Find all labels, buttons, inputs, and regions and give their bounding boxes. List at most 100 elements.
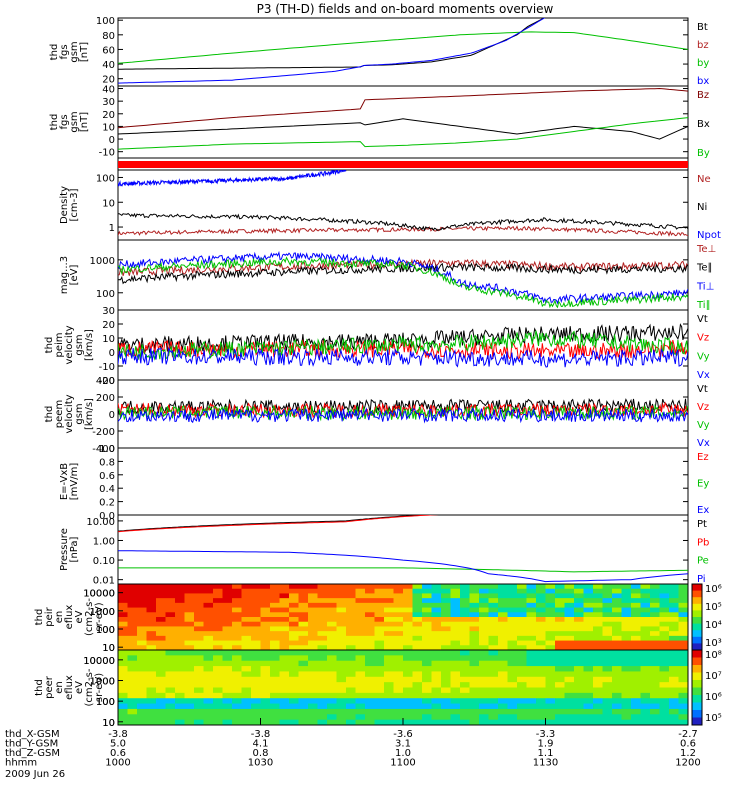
spectrogram-cell: [232, 703, 242, 710]
y-axis-label: gsm: [69, 41, 80, 62]
spectrogram-cell: [156, 650, 166, 656]
spectrogram-cell: [545, 708, 556, 715]
spectrogram-cell: [213, 617, 223, 623]
legend-entry: Ti⊥: [696, 281, 714, 292]
spectrogram-cell: [621, 708, 632, 715]
spectrogram-cell: [412, 660, 423, 667]
spectrogram-cell: [194, 692, 204, 699]
spectrogram-cell: [289, 626, 299, 632]
spectrogram-cell: [384, 692, 394, 699]
spectrogram-cell: [498, 607, 508, 613]
spectrogram-cell: [612, 631, 622, 637]
spectrogram-cell: [583, 719, 594, 726]
spectrogram-cell: [298, 719, 309, 726]
date-label: 2009 Jun 26: [5, 769, 65, 780]
spectrogram-cell: [431, 660, 442, 667]
spectrogram-cell: [374, 682, 385, 688]
spectrogram-cell: [526, 645, 537, 651]
spectrogram-cell: [536, 671, 546, 678]
spectrogram-cell: [479, 698, 489, 705]
spectrogram-cell: [545, 584, 556, 590]
y-tick-label: 100: [96, 625, 115, 636]
spectrogram-cell: [469, 676, 480, 683]
spectrogram-cell: [222, 692, 233, 699]
spectrogram-cell: [127, 671, 138, 678]
spectrogram-cell: [165, 602, 176, 609]
spectrogram-cell: [251, 588, 261, 594]
spectrogram-cell: [279, 682, 290, 688]
spectrogram-cell: [137, 598, 147, 604]
y-tick-label: -10: [99, 362, 115, 373]
colorbar-tick-label: 10⁵: [705, 713, 722, 724]
spectrogram-cell: [517, 719, 527, 726]
spectrogram-cell: [555, 617, 565, 623]
spectrogram-cell: [574, 584, 584, 590]
spectrogram-cell: [640, 671, 651, 678]
spectrogram-cell: [317, 640, 328, 646]
spectrogram-cell: [336, 714, 347, 721]
spectrogram-cell: [621, 703, 632, 710]
spectrogram-cell: [336, 676, 347, 683]
spectrogram-cell: [384, 602, 394, 609]
spectrogram-cell: [488, 598, 499, 604]
spectrogram-cell: [336, 719, 347, 726]
spectrogram-cell: [317, 687, 328, 694]
spectrogram-cell: [640, 612, 651, 618]
spectrogram-cell: [612, 676, 622, 683]
spectrogram-cell: [355, 612, 366, 618]
spectrogram-cell: [384, 598, 394, 604]
spectrogram-cell: [583, 598, 594, 604]
spectrogram-cell: [327, 687, 337, 694]
y-axis-label: [km/s]: [84, 398, 95, 430]
spectrogram-cell: [583, 588, 594, 594]
y-tick-label: 400: [96, 376, 115, 387]
spectrogram-cell: [564, 640, 575, 646]
spectrogram-cell: [203, 682, 214, 688]
spectrogram-cell: [393, 598, 404, 604]
y-tick-label: -10: [99, 148, 115, 159]
spectrogram-cell: [146, 698, 157, 705]
spectrogram-cell: [194, 631, 204, 637]
spectrogram-cell: [184, 602, 195, 609]
spectrogram-cell: [346, 645, 356, 651]
legend-entry: Vt: [697, 384, 708, 395]
x-tick-label: 3.1: [395, 739, 411, 750]
spectrogram-cell: [517, 698, 527, 705]
spectrogram-cell: [346, 687, 356, 694]
spectrogram-cell: [669, 593, 679, 599]
spectrogram-cell: [270, 666, 280, 672]
spectrogram-cell: [441, 617, 451, 623]
spectrogram-cell: [156, 714, 166, 721]
spectrogram-cell: [593, 703, 603, 710]
spectrogram-cell: [412, 714, 423, 721]
spectrogram-cell: [232, 617, 242, 623]
spectrogram-cell: [365, 584, 375, 590]
spectrogram-cell: [403, 676, 413, 683]
spectrogram-cell: [156, 719, 166, 726]
spectrogram-cell: [640, 602, 651, 609]
y-axis-label: thd: [44, 337, 55, 354]
spectrogram-cell: [479, 645, 489, 651]
spectrogram-cell: [441, 655, 451, 662]
spectrogram-cell: [412, 617, 423, 623]
spectrogram-cell: [184, 588, 195, 594]
y-tick-label: 10: [102, 334, 115, 345]
spectrogram-cell: [137, 719, 147, 726]
spectrogram-cell: [251, 682, 261, 688]
spectrogram-cell: [612, 607, 622, 613]
spectrogram-cell: [450, 584, 461, 590]
spectrogram-cell: [146, 719, 157, 726]
spectrogram-cell: [165, 593, 176, 599]
spectrogram-cell: [403, 671, 413, 678]
spectrogram-cell: [536, 708, 546, 715]
spectrogram-cell: [460, 650, 470, 656]
spectrogram-cell: [422, 588, 432, 594]
legend-entry: Vy: [697, 420, 710, 431]
spectrogram-cell: [678, 708, 689, 715]
spectrogram-cell: [260, 607, 271, 613]
spectrogram-cell: [602, 584, 613, 590]
spectrogram-cell: [118, 650, 128, 656]
spectrogram-cell: [137, 708, 147, 715]
spectrogram-cell: [526, 607, 537, 613]
